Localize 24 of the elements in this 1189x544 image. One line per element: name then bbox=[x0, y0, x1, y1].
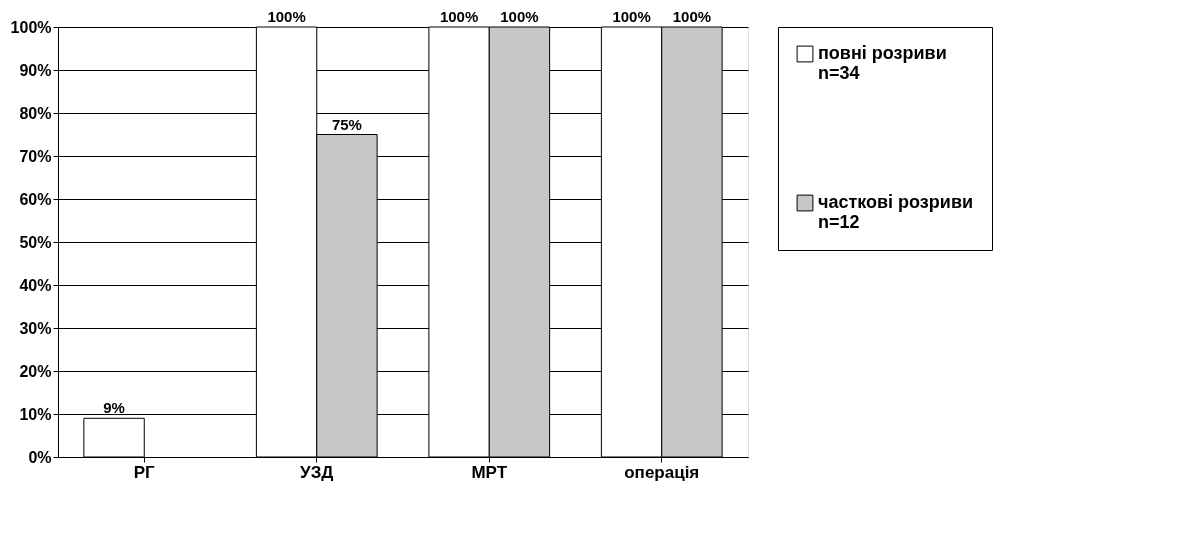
y-tick-label: 10% bbox=[19, 405, 52, 423]
y-tick-label: 20% bbox=[19, 362, 52, 380]
data-label: 100% bbox=[612, 8, 651, 25]
data-label: 100% bbox=[500, 8, 539, 25]
y-tick-label: 90% bbox=[19, 61, 52, 79]
y-tick-label: 60% bbox=[19, 190, 52, 208]
x-tick-label: РГ bbox=[133, 462, 156, 482]
y-tick-label: 30% bbox=[19, 319, 52, 337]
y-tick-label: 70% bbox=[19, 147, 52, 165]
x-tick-label: МРТ bbox=[471, 462, 508, 482]
y-tick-label: 50% bbox=[19, 233, 52, 251]
x-tick-label: УЗД bbox=[300, 462, 334, 482]
data-label: 100% bbox=[267, 8, 306, 25]
y-tick-label: 80% bbox=[19, 104, 52, 122]
y-tick-label: 40% bbox=[19, 276, 52, 294]
legend-label: часткові розриви n=12 bbox=[818, 192, 974, 232]
data-label: 9% bbox=[103, 399, 125, 417]
data-label: 100% bbox=[672, 8, 712, 25]
legend-label: повні розриви n=34 bbox=[818, 43, 947, 83]
x-tick-label: операція bbox=[624, 462, 700, 482]
y-tick-label: 0% bbox=[28, 448, 52, 466]
y-tick-label: 100% bbox=[10, 18, 52, 36]
data-label: 100% bbox=[439, 8, 479, 25]
data-label: 75% bbox=[331, 115, 362, 133]
